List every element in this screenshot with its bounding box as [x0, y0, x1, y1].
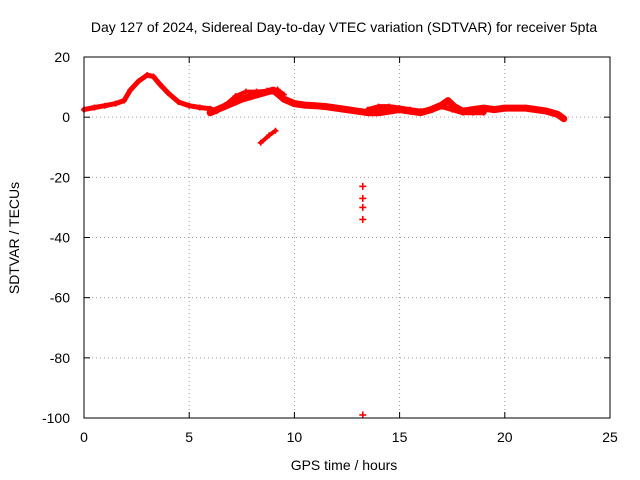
y-tick-label: -20 [50, 169, 70, 185]
plot-frame [83, 56, 611, 419]
data-point [253, 88, 260, 95]
y-tick-label: -80 [50, 350, 70, 366]
chart-title: Day 127 of 2024, Sidereal Day-to-day VTE… [91, 19, 598, 35]
data-point [232, 93, 239, 100]
outlier-point [359, 411, 367, 419]
x-axis-label: GPS time / hours [291, 457, 398, 473]
data-point [221, 102, 228, 109]
data-point [257, 139, 264, 146]
data-point [165, 90, 172, 97]
data-point [238, 96, 245, 103]
data-point [375, 103, 382, 110]
y-tick-label: 20 [54, 49, 70, 65]
data-point [386, 103, 393, 110]
axis-ticks: 0 5 10 15 20 25 20 0 -20 -40 -60 -80 -100 [42, 49, 618, 445]
data-point [144, 72, 151, 79]
data-point [127, 87, 134, 94]
series-band-1 [81, 72, 220, 114]
data-point [417, 108, 424, 115]
data-point [272, 127, 279, 134]
data-point [249, 93, 256, 100]
data-point [211, 108, 218, 115]
x-tick-label: 0 [80, 429, 88, 445]
data-point [344, 106, 350, 113]
data-point [365, 106, 372, 113]
data-point [333, 105, 340, 112]
data-point [459, 109, 466, 116]
data-point [480, 109, 487, 116]
grid [84, 57, 610, 418]
y-tick-label: -100 [42, 410, 70, 426]
y-tick-label: -60 [50, 290, 70, 306]
data-point [280, 91, 287, 98]
x-tick-label: 15 [392, 429, 408, 445]
data-point [407, 106, 414, 113]
data-point [156, 81, 163, 88]
data-point [135, 78, 142, 85]
data-point [354, 108, 361, 115]
data-point [438, 103, 445, 110]
outlier-point [359, 182, 367, 190]
data-point [554, 111, 561, 118]
data-point [196, 104, 203, 111]
data-point [444, 97, 451, 104]
data-point [102, 102, 109, 109]
y-axis-label: SDTVAR / TECUs [6, 182, 22, 294]
data-point [533, 106, 540, 113]
data-point [491, 106, 498, 113]
data-point [207, 109, 214, 116]
x-tick-label: 5 [185, 429, 193, 445]
data-point [266, 132, 273, 139]
data-point [175, 99, 182, 106]
data-point [91, 104, 98, 111]
data-point [186, 102, 193, 109]
data-point [543, 108, 550, 115]
data-point [396, 105, 403, 112]
series-band-5 [258, 128, 278, 145]
data-point [274, 86, 281, 93]
outlier-point [359, 194, 367, 202]
y-tick-label: -40 [50, 230, 70, 246]
data-point [150, 73, 157, 80]
data-point [470, 109, 477, 116]
y-tick-label: 0 [62, 109, 70, 125]
outlier-point [359, 215, 367, 223]
data-point [120, 97, 127, 104]
data-point [264, 87, 271, 94]
data-point [301, 102, 308, 109]
data-point [243, 88, 250, 95]
data-point [512, 105, 519, 112]
x-tick-label: 10 [287, 429, 303, 445]
data-point [501, 105, 508, 112]
data-point [560, 115, 567, 122]
data-point [522, 105, 529, 112]
data-point [322, 103, 329, 110]
data-point [375, 109, 382, 116]
x-tick-label: 25 [602, 429, 618, 445]
data-point [449, 106, 456, 113]
x-tick-label: 20 [497, 429, 513, 445]
data-point [428, 106, 435, 113]
data-series [81, 72, 568, 419]
data-point [312, 102, 319, 109]
outlier-point [359, 203, 367, 211]
data-point [112, 100, 119, 107]
data-point [291, 100, 298, 107]
